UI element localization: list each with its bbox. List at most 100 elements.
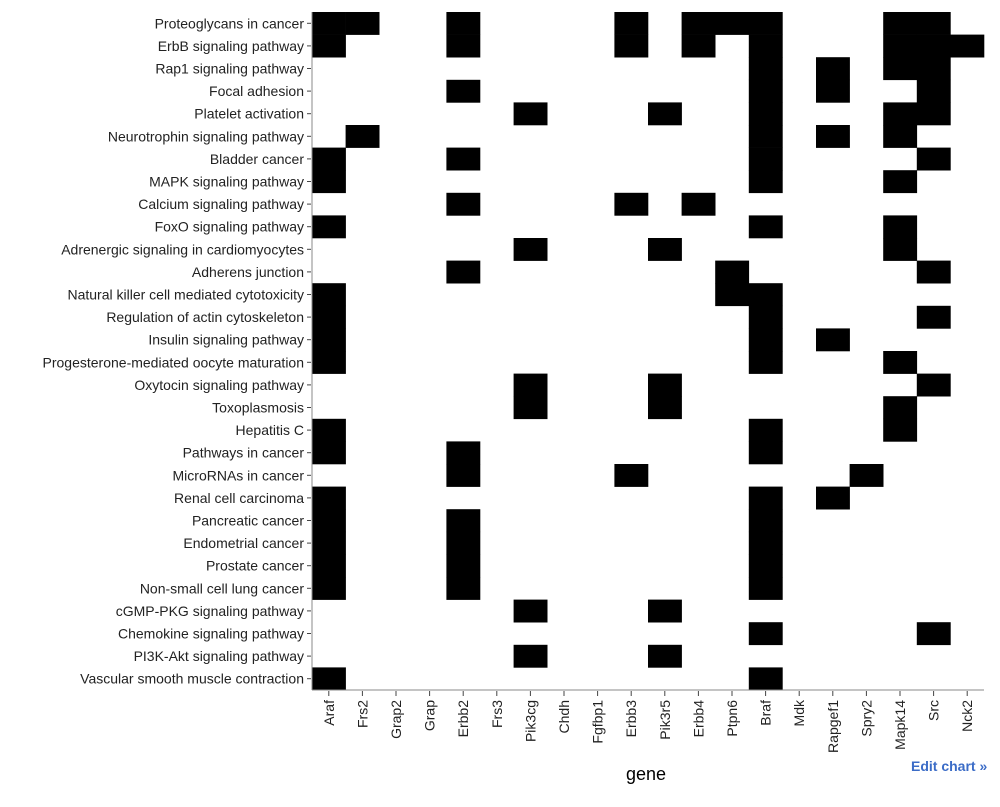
heatmap-cell [681, 34, 716, 58]
heatmap-cell [614, 12, 649, 35]
y-tick-label: FoxO signaling pathway [155, 219, 304, 235]
heatmap-cell [312, 509, 346, 533]
heatmap-cell [883, 125, 918, 148]
heatmap-cell [681, 192, 716, 216]
heatmap-cell [748, 418, 783, 442]
heatmap-cell [446, 260, 481, 284]
x-tick-label: Grap2 [388, 700, 404, 739]
heatmap-cell [648, 238, 682, 261]
heatmap-cell [446, 509, 481, 533]
y-tick-label: Endometrial cancer [183, 535, 304, 551]
heatmap-cell [883, 102, 918, 126]
heatmap-cell [312, 418, 346, 442]
heatmap-cell [648, 102, 682, 126]
heatmap-cell [748, 577, 783, 600]
y-tick-label: Vascular smooth muscle contraction [80, 671, 304, 687]
heatmap-cell [883, 215, 918, 239]
y-tick-label: Pathways in cancer [183, 445, 305, 461]
heatmap-cell [446, 577, 481, 600]
heatmap-cell [950, 34, 985, 58]
y-tick-label: Adrenergic signaling in cardiomyocytes [61, 241, 304, 257]
heatmap-cell [748, 622, 783, 646]
heatmap-cell [748, 328, 783, 352]
y-tick-label: Non-small cell lung cancer [140, 580, 305, 596]
heatmap-cell [916, 79, 951, 103]
heatmap-cell [715, 12, 750, 35]
heatmap-cell [748, 79, 783, 103]
heatmap-cell [614, 192, 649, 216]
y-tick-label: PI3K-Akt signaling pathway [134, 648, 304, 664]
heatmap-cell [748, 57, 783, 81]
x-tick-label: Frs3 [489, 700, 505, 728]
y-tick-label: Oxytocin signaling pathway [134, 377, 304, 393]
heatmap-cell [916, 260, 951, 284]
heatmap-cell [748, 125, 783, 148]
y-tick-label: Focal adhesion [209, 83, 304, 99]
heatmap-cell [345, 125, 380, 148]
y-tick-label: Calcium signaling pathway [138, 196, 304, 212]
heatmap-cell [816, 57, 850, 81]
heatmap-cell [883, 418, 918, 442]
x-tick-label: Chdh [556, 700, 572, 733]
heatmap-cell [748, 170, 783, 194]
heatmap-cell [715, 283, 750, 307]
heatmap-cell [513, 396, 548, 420]
heatmap-cell [883, 170, 918, 194]
heatmap-cell [446, 34, 481, 58]
heatmap-cell [312, 577, 346, 600]
heatmap-cell [816, 486, 850, 510]
heatmap-cell [748, 215, 783, 239]
y-tick-label: cGMP-PKG signaling pathway [116, 603, 304, 619]
heatmap-cell [748, 12, 783, 35]
heatmap-cell [816, 79, 850, 103]
heatmap-cell [312, 283, 346, 307]
heatmap-cell [681, 12, 716, 35]
y-tick-label: Prostate cancer [206, 558, 304, 574]
heatmap-cell [748, 667, 783, 691]
heatmap-cell [312, 486, 346, 510]
heatmap-cell [648, 396, 682, 420]
heatmap-cell [916, 12, 951, 35]
heatmap-cell [849, 464, 884, 487]
heatmap-cell [614, 464, 649, 487]
heatmap-cell [748, 305, 783, 329]
y-tick-label: MicroRNAs in cancer [173, 467, 305, 483]
heatmap-cell [513, 238, 548, 261]
heatmap-cell [883, 57, 918, 81]
x-tick-label: Erbb2 [455, 700, 471, 738]
x-tick-label: Src [926, 700, 942, 721]
heatmap-cell [312, 12, 346, 35]
x-tick-label: Nck2 [959, 700, 975, 732]
heatmap-cell [513, 102, 548, 126]
heatmap-cell [916, 147, 951, 171]
y-tick-label: Pancreatic cancer [192, 513, 304, 529]
x-tick-label: Braf [758, 700, 774, 726]
x-tick-label: Pik3cg [522, 700, 538, 742]
heatmap-cell [312, 351, 346, 374]
heatmap-cell [648, 644, 682, 668]
heatmap-cell [916, 57, 951, 81]
y-tick-label: MAPK signaling pathway [149, 174, 304, 190]
y-tick-label: Rap1 signaling pathway [155, 61, 304, 77]
heatmap-cell [883, 396, 918, 420]
heatmap-cell [748, 554, 783, 578]
heatmap-cell [446, 441, 481, 465]
heatmap-cell [883, 34, 918, 58]
heatmap-cell [513, 644, 548, 668]
edit-chart-link[interactable]: Edit chart » [911, 758, 988, 774]
x-tick-label: Fgfbp1 [590, 700, 606, 744]
heatmap-cell [446, 531, 481, 555]
heatmap-cell [816, 328, 850, 352]
heatmap-cell [312, 328, 346, 352]
heatmap-cell [446, 12, 481, 35]
y-tick-label: Bladder cancer [210, 151, 305, 167]
heatmap-cell [312, 305, 346, 329]
heatmap-cell [916, 102, 951, 126]
heatmap-cell [312, 531, 346, 555]
heatmap-cell [748, 351, 783, 374]
heatmap-cell [916, 305, 951, 329]
y-tick-label: Insulin signaling pathway [148, 332, 304, 348]
y-tick-label: Natural killer cell mediated cytotoxicit… [67, 287, 304, 303]
heatmap-cell [345, 12, 380, 35]
